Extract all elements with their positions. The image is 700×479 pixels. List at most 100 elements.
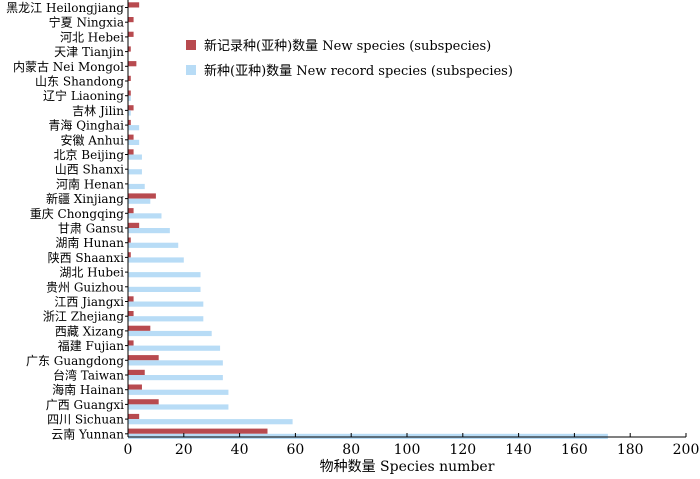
x-tick-label: 80 (342, 442, 360, 458)
bar-new-record-species (128, 404, 229, 410)
category-label: 海南 Hainan (52, 382, 124, 397)
x-tick-label: 0 (124, 442, 133, 458)
x-tick-label: 120 (449, 442, 476, 458)
bar-new-species (128, 193, 156, 199)
bar-new-species (128, 384, 142, 390)
bar-new-species (128, 17, 134, 23)
category-label: 重庆 Chongqing (30, 207, 125, 221)
bars-layer (125, 2, 608, 439)
bar-new-species (128, 413, 140, 420)
bar-new-species (128, 237, 131, 243)
bar-new-record-species (128, 213, 162, 219)
category-label: 安徽 Anhui (60, 132, 124, 147)
bar-new-record-species (128, 110, 131, 116)
bar-new-record-species (128, 360, 223, 366)
category-label: 贵州 Guizhou (46, 280, 124, 294)
category-label: 青海 Qinghai (48, 118, 124, 133)
bar-new-record-species (128, 95, 131, 101)
category-label: 河南 Henan (56, 176, 124, 191)
category-label: 天津 Tianjin (54, 45, 124, 59)
x-tick-label: 20 (175, 442, 193, 458)
x-tick-label: 40 (231, 442, 249, 458)
category-label: 西藏 Xizang (55, 324, 124, 338)
x-tick-label: 140 (505, 442, 532, 458)
legend-swatch-new-species (186, 40, 196, 50)
bar-new-species (128, 428, 268, 434)
category-label: 宁夏 Ningxia (49, 15, 124, 30)
category-label: 北京 Beijing (53, 148, 124, 162)
bar-new-record-species (128, 257, 184, 263)
x-axis-label: 物种数量 Species number (320, 459, 495, 475)
legend-label-new-species: 新记录种(亚种)数量 New species (subspecies) (204, 38, 491, 54)
bar-new-species (128, 105, 134, 111)
bar-new-species (128, 222, 140, 228)
category-label: 山西 Shanxi (55, 163, 124, 177)
bar-new-species (128, 311, 134, 317)
bar-new-record-species (128, 125, 140, 131)
category-label: 河北 Hebei (60, 30, 124, 44)
bar-new-species (128, 355, 159, 361)
bar-new-record-species (128, 198, 151, 204)
bar-new-record-species (128, 154, 142, 160)
bar-new-record-species (128, 316, 204, 322)
bar-new-species (128, 134, 134, 140)
bar-new-record-species (128, 375, 223, 381)
category-label: 辽宁 Liaoning (43, 88, 124, 103)
bar-new-species (128, 325, 151, 331)
bar-new-record-species (128, 272, 201, 278)
bar-new-species (128, 31, 134, 37)
bar-new-species (128, 399, 159, 405)
category-label: 湖北 Hubei (59, 265, 124, 280)
bar-new-species (128, 208, 134, 214)
category-label: 四川 Sichuan (47, 413, 124, 427)
bar-new-record-species (128, 419, 293, 425)
category-label: 黑龙江 Heilongjiang (6, 1, 124, 15)
bar-new-record-species (128, 330, 212, 337)
bar-new-species (128, 296, 134, 302)
category-label: 内蒙古 Nei Mongol (13, 59, 124, 74)
bar-new-species (128, 149, 134, 155)
bar-new-record-species (128, 183, 145, 190)
bar-new-record-species (128, 301, 204, 307)
bar-new-record-species (128, 169, 142, 175)
category-label: 江西 Jiangxi (54, 295, 124, 309)
category-label: 福建 Fujian (58, 338, 125, 353)
bar-new-species (128, 61, 137, 67)
x-tick-label: 60 (286, 442, 304, 458)
x-tick-label: 100 (394, 442, 421, 458)
bar-new-record-species (128, 286, 201, 292)
bar-new-record-species (128, 228, 170, 234)
bar-new-species (128, 252, 131, 258)
bar-new-species (128, 75, 131, 81)
category-label: 甘肃 Gansu (58, 222, 124, 236)
category-label: 湖南 Hunan (55, 235, 124, 250)
bar-new-species (128, 2, 140, 8)
x-tick-label: 200 (673, 442, 700, 458)
bar-new-species (128, 46, 131, 52)
bar-new-record-species (128, 242, 179, 248)
bar-new-record-species (128, 389, 229, 395)
category-label: 浙江 Zhejiang (43, 310, 124, 324)
legend-label-new-record-species: 新种(亚种)数量 New record species (subspecies) (204, 63, 513, 79)
category-label: 云南 Yunnan (51, 426, 124, 441)
legend: 新记录种(亚种)数量 New species (subspecies) 新种(亚… (186, 38, 513, 79)
category-label: 广东 Guangdong (26, 354, 124, 368)
category-label: 台湾 Taiwan (53, 368, 124, 383)
category-label: 陕西 Shaanxi (48, 250, 125, 265)
bar-new-record-species (128, 139, 140, 145)
category-label: 广西 Guangxi (46, 398, 124, 412)
category-label: 吉林 Jilin (72, 104, 124, 118)
bar-new-species (128, 90, 131, 96)
x-tick-label: 180 (617, 442, 644, 458)
legend-swatch-new-record-species (186, 65, 196, 75)
bar-new-record-species (128, 433, 608, 439)
category-label: 新疆 Xinjiang (46, 191, 124, 206)
bar-new-species (128, 119, 131, 126)
bar-new-species (128, 340, 134, 346)
x-tick-label: 160 (561, 442, 588, 458)
bar-new-record-species (128, 345, 221, 351)
x-axis: 0 20 40 60 80 100 120 140 160 180 200 (124, 433, 700, 458)
category-label: 山东 Shandong (35, 75, 124, 89)
